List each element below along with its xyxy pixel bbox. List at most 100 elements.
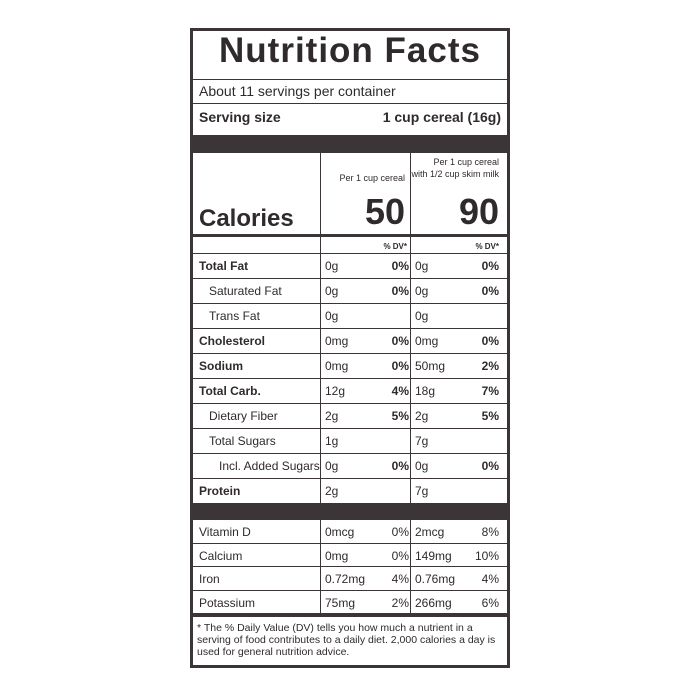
daily-value: 0% [391,525,409,539]
nutrient-row: Potassium 75mg 2% 266mg 6% [193,591,507,614]
dv-header: % DV* [383,242,407,251]
nutrient-row: Incl. Added Sugars 0g 0% 0g 0% [193,454,507,479]
nutrient-row: Total Sugars 1g 7g [193,429,507,454]
daily-value: 4% [391,384,409,398]
rule [193,253,507,254]
servings: About 11 servings per container [199,83,396,99]
calories-value: 90 [458,191,499,232]
column-header: Per 1 cup cereal [433,157,499,167]
daily-value: 0% [391,359,409,373]
rule [193,103,507,104]
nutrient-label: Trans Fat [209,309,260,323]
nutrient-row: Sodium 0mg 0% 50mg 2% [193,354,507,379]
amount: 0g [415,284,429,298]
daily-value: 0% [481,259,499,273]
amount: 0mcg [325,525,355,539]
nutrient-label: Cholesterol [199,334,266,348]
amount: 0g [325,459,339,473]
title: Nutrition Facts [219,31,481,70]
amount: 0g [325,309,339,323]
amount: 75mg [325,595,356,610]
calories-value: 50 [364,191,405,232]
nutrient-label: Incl. Added Sugars [219,459,320,473]
nutrient-label: Total Fat [199,259,249,273]
thick-bar [193,135,507,153]
nutrient-label: Saturated Fat [209,284,282,298]
daily-value: 5% [391,409,409,423]
daily-value: 0% [481,284,499,298]
daily-value: 0% [391,284,409,298]
amount: 2g [415,409,429,423]
amount: 18g [415,384,436,398]
amount: 0g [415,259,429,273]
divider [410,153,411,616]
column-header: with 1/2 cup skim milk [411,169,499,179]
column-header: Per 1 cup cereal [339,173,405,183]
footnote: * The % Daily Value (DV) tells you how m… [197,622,496,658]
amount: 0.72mg [325,572,366,586]
amount: 50mg [415,359,446,373]
amount: 0mg [415,334,439,348]
rule [193,614,507,617]
nutrient-label: Calcium [199,548,243,563]
nutrient-row: Protein 2g 7g [193,479,507,504]
nutrient-label: Total Carb. [199,384,261,398]
daily-value: 10% [474,548,499,563]
amount: 2mcg [415,525,445,539]
amount: 0g [325,284,339,298]
amount: 2g [325,409,339,423]
rule [193,234,507,237]
amount: 12g [325,384,346,398]
daily-value: 6% [481,595,499,610]
daily-value: 0% [391,334,409,348]
amount: 7g [415,484,429,498]
daily-value: 8% [481,525,499,539]
nutrient-row: Vitamin D 0mcg 0% 2mcg 8% [193,520,507,544]
daily-value: 4% [391,572,409,586]
amount: 0mg [325,548,349,563]
nutrient-label: Dietary Fiber [209,409,278,423]
serving-size-label: Serving size [199,109,281,125]
dv-header: % DV* [475,242,499,251]
nutrient-row: Saturated Fat 0g 0% 0g 0% [193,279,507,304]
amount: 0mg [325,334,349,348]
nutrient-row: Dietary Fiber 2g 5% 2g 5% [193,404,507,429]
thick-bar [193,503,507,520]
amount: 0g [325,259,339,273]
daily-value: 0% [481,459,499,473]
daily-value: 7% [481,384,499,398]
amount: 0g [415,459,429,473]
nutrient-row: Cholesterol 0mg 0% 0mg 0% [193,329,507,354]
daily-value: 2% [481,359,499,373]
daily-value: 4% [481,572,499,586]
nutrient-label: Potassium [199,595,256,610]
rule [193,79,507,80]
nutrient-row: Total Fat 0g 0% 0g 0% [193,254,507,279]
amount: 266mg [415,595,452,610]
amount: 1g [325,434,339,448]
amount: 149mg [415,548,452,563]
calories-label: Calories [199,205,294,232]
amount: 7g [415,434,429,448]
serving-size-value: 1 cup cereal (16g) [382,109,501,125]
daily-value: 0% [391,459,409,473]
nutrient-label: Iron [199,572,220,586]
daily-value: 0% [391,259,409,273]
daily-value: 0% [391,548,409,563]
amount: 0g [415,309,429,323]
amount: 0mg [325,359,349,373]
daily-value: 5% [481,409,499,423]
nutrient-label: Protein [199,484,241,498]
nutrient-row: Trans Fat 0g 0g [193,304,507,329]
nutrient-label: Total Sugars [209,434,276,448]
nutrient-label: Vitamin D [199,525,251,539]
amount: 2g [325,484,339,498]
nutrient-row: Total Carb. 12g 4% 18g 7% [193,379,507,404]
nutrient-row: Calcium 0mg 0% 149mg 10% [193,544,507,567]
daily-value: 2% [391,595,409,610]
nutrition-label: Nutrition Facts About 11 servings per co… [190,28,510,668]
divider [320,153,321,616]
daily-value: 0% [481,334,499,348]
nutrient-row: Iron 0.72mg 4% 0.76mg 4% [193,567,507,591]
